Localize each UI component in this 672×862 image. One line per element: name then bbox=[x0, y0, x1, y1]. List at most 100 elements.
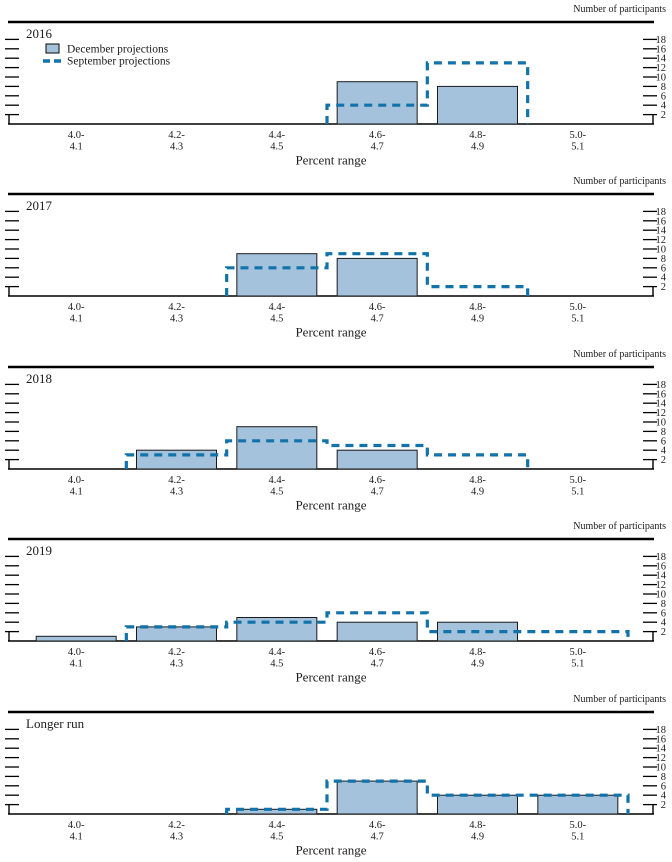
x-tick-label-4.9-bottom: 4.9 bbox=[471, 659, 484, 670]
september-projection-line bbox=[325, 61, 530, 124]
x-tick-label-4.9-bottom: 4.9 bbox=[471, 142, 484, 153]
x-tick-label-5.0-top: 5.0- bbox=[570, 475, 587, 486]
y-tick-label-6: 6 bbox=[661, 436, 666, 447]
december-bar-4.6-4.7 bbox=[336, 81, 418, 125]
x-tick-label-4.9-bottom: 4.9 bbox=[471, 314, 484, 325]
y-tick-label-8: 8 bbox=[661, 772, 666, 783]
legend-september-label: September projections bbox=[67, 56, 171, 68]
y-tick-label-10: 10 bbox=[656, 590, 667, 601]
x-tick-label-4.4-top: 4.4- bbox=[269, 647, 286, 658]
x-tick-label-4.8-top: 4.8- bbox=[469, 302, 486, 313]
x-tick-label-4.4-top: 4.4- bbox=[269, 820, 286, 831]
x-tick-label-4.6-top: 4.6- bbox=[369, 130, 386, 141]
x-tick-label-4.1-bottom: 4.1 bbox=[70, 142, 83, 153]
x-tick-label-4.0-top: 4.0- bbox=[68, 302, 85, 313]
y-tick-label-10: 10 bbox=[656, 245, 667, 256]
y-tick-label-2: 2 bbox=[661, 282, 666, 293]
y-tick-label-18: 18 bbox=[656, 552, 667, 563]
y-tick-label-18: 18 bbox=[656, 35, 667, 46]
x-tick-label-4.1-bottom: 4.1 bbox=[70, 832, 83, 843]
x-tick-label-4.6-top: 4.6- bbox=[369, 647, 386, 658]
december-bar-4.2-4.3 bbox=[136, 449, 217, 470]
y-tick-label-10: 10 bbox=[656, 418, 667, 429]
y-tick-label-6: 6 bbox=[661, 608, 666, 619]
y-tick-label-10: 10 bbox=[656, 73, 667, 84]
x-tick-label-4.2-top: 4.2- bbox=[168, 647, 185, 658]
x-tick-label-4.2-top: 4.2- bbox=[168, 130, 185, 141]
right-axis-label: Number of participants bbox=[573, 694, 666, 705]
x-tick-label-4.5-bottom: 4.5 bbox=[270, 832, 283, 843]
x-tick-label-5.1-bottom: 5.1 bbox=[571, 832, 584, 843]
right-axis-label: Number of participants bbox=[573, 4, 666, 15]
december-bar-4.6-4.7 bbox=[336, 621, 418, 642]
x-axis-title: Percent range bbox=[295, 670, 366, 685]
x-axis-title: Percent range bbox=[295, 498, 366, 513]
y-tick-label-14: 14 bbox=[656, 399, 667, 410]
y-tick-label-12: 12 bbox=[656, 63, 667, 74]
x-tick-label-4.6-top: 4.6- bbox=[369, 475, 386, 486]
panel-title-2017: 2017 bbox=[26, 198, 53, 213]
x-tick-label-4.4-top: 4.4- bbox=[269, 302, 286, 313]
x-axis-title: Percent range bbox=[295, 325, 366, 340]
x-tick-label-4.1-bottom: 4.1 bbox=[70, 659, 83, 670]
y-tick-label-8: 8 bbox=[661, 427, 666, 438]
x-tick-label-5.1-bottom: 5.1 bbox=[571, 142, 584, 153]
y-tick-label-8: 8 bbox=[661, 82, 666, 93]
x-tick-label-4.7-bottom: 4.7 bbox=[371, 142, 384, 153]
right-axis-label: Number of participants bbox=[573, 521, 666, 532]
x-tick-label-5.1-bottom: 5.1 bbox=[571, 487, 584, 498]
december-bar-4.4-4.5 bbox=[236, 426, 318, 470]
y-tick-label-16: 16 bbox=[656, 389, 667, 400]
y-tick-label-6: 6 bbox=[661, 91, 666, 102]
y-tick-label-16: 16 bbox=[656, 734, 667, 745]
september-projection-line bbox=[124, 439, 530, 469]
december-bar-4.6-4.7 bbox=[336, 449, 418, 470]
y-tick-label-10: 10 bbox=[656, 763, 667, 774]
x-tick-label-4.7-bottom: 4.7 bbox=[371, 487, 384, 498]
december-bar-5.0-5.1 bbox=[537, 794, 619, 815]
x-tick-label-5.0-top: 5.0- bbox=[570, 820, 587, 831]
y-tick-label-14: 14 bbox=[656, 54, 667, 65]
y-tick-label-2: 2 bbox=[661, 800, 666, 811]
x-axis-title: Percent range bbox=[295, 153, 366, 168]
december-bar-4.4-4.5 bbox=[236, 808, 318, 815]
y-tick-label-4: 4 bbox=[661, 273, 667, 284]
y-tick-label-6: 6 bbox=[661, 781, 666, 792]
x-tick-label-4.5-bottom: 4.5 bbox=[270, 142, 283, 153]
y-tick-label-2: 2 bbox=[661, 455, 666, 466]
x-tick-label-4.8-top: 4.8- bbox=[469, 647, 486, 658]
x-tick-label-4.0-top: 4.0- bbox=[68, 820, 85, 831]
y-tick-label-12: 12 bbox=[656, 753, 667, 764]
panel-title-2018: 2018 bbox=[26, 371, 52, 386]
x-tick-label-4.0-top: 4.0- bbox=[68, 475, 85, 486]
december-bar-4.0-4.1 bbox=[35, 635, 117, 642]
x-tick-label-4.4-top: 4.4- bbox=[269, 475, 286, 486]
december-bar-4.4-4.5 bbox=[236, 253, 318, 297]
x-tick-label-4.3-bottom: 4.3 bbox=[170, 659, 183, 670]
september-projection-line bbox=[124, 611, 630, 641]
x-tick-label-5.0-top: 5.0- bbox=[570, 302, 587, 313]
x-tick-label-4.5-bottom: 4.5 bbox=[270, 487, 283, 498]
panel-title-longer-run: Longer run bbox=[26, 716, 85, 731]
x-tick-label-4.2-top: 4.2- bbox=[168, 302, 185, 313]
panel-title-2019: 2019 bbox=[26, 543, 52, 558]
y-tick-label-12: 12 bbox=[656, 580, 667, 591]
y-tick-label-4: 4 bbox=[661, 618, 667, 629]
x-tick-label-4.4-top: 4.4- bbox=[269, 130, 286, 141]
x-tick-label-4.2-top: 4.2- bbox=[168, 475, 185, 486]
right-axis-label: Number of participants bbox=[573, 349, 666, 360]
x-tick-label-4.2-top: 4.2- bbox=[168, 820, 185, 831]
x-tick-label-4.8-top: 4.8- bbox=[469, 475, 486, 486]
y-tick-label-4: 4 bbox=[661, 101, 667, 112]
x-tick-label-4.6-top: 4.6- bbox=[369, 302, 386, 313]
y-tick-label-18: 18 bbox=[656, 207, 667, 218]
december-bar-4.8-4.9 bbox=[437, 794, 518, 815]
y-tick-label-14: 14 bbox=[656, 744, 667, 755]
y-tick-label-8: 8 bbox=[661, 254, 666, 265]
september-projection-line bbox=[225, 252, 530, 296]
x-tick-label-4.0-top: 4.0- bbox=[68, 130, 85, 141]
x-tick-label-4.3-bottom: 4.3 bbox=[170, 487, 183, 498]
